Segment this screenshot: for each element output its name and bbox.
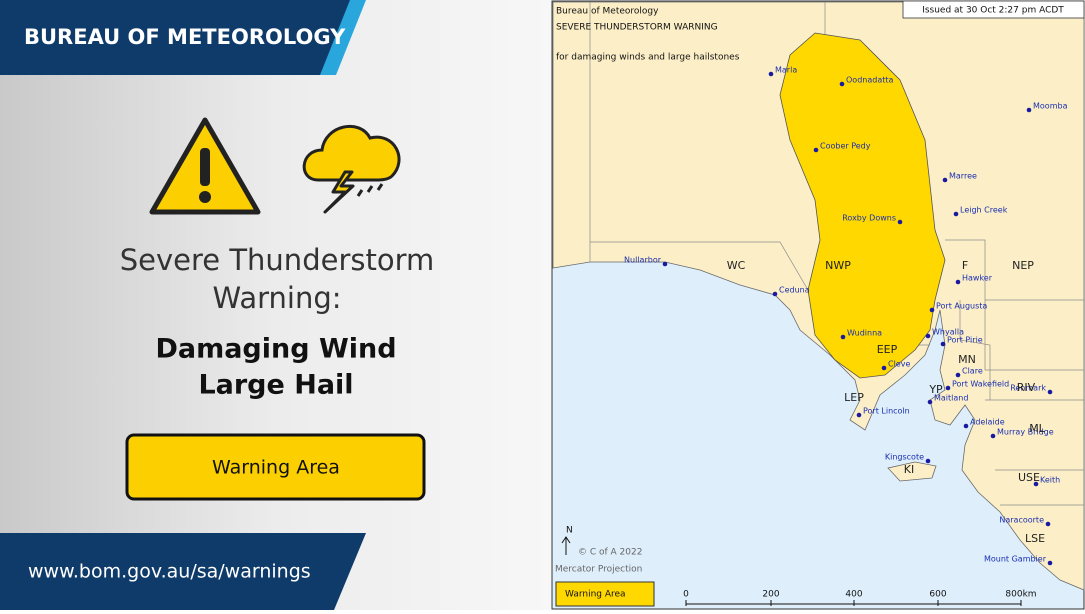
town-label: Wudinna [847, 329, 882, 338]
town-dot [942, 177, 948, 183]
warning-icon [149, 117, 261, 215]
region-label: LEP [844, 391, 864, 404]
region-label: WC [727, 259, 746, 272]
town-label: Clare [962, 367, 983, 376]
town-dot [881, 365, 887, 371]
warning-title: Warning: [213, 281, 342, 315]
region-label: ML [1029, 422, 1045, 435]
town-dot [813, 147, 819, 153]
map-subtitle: for damaging winds and large hailstones [556, 53, 740, 63]
town-label: Adelaide [970, 418, 1005, 427]
map: Bureau of Meteorology SEVERE THUNDERSTOR… [551, 0, 1085, 610]
town-label: Marla [775, 66, 797, 75]
region-label: YP [928, 383, 943, 396]
town-label: Marree [949, 172, 977, 181]
town-label: Leigh Creek [960, 206, 1008, 215]
region-label: KI [904, 463, 914, 476]
map-agency: Bureau of Meteorology [556, 7, 659, 17]
town-label: Moomba [1033, 102, 1068, 111]
town-dot [925, 333, 931, 339]
warning-area [779, 32, 946, 379]
island [887, 461, 937, 482]
town-dot [925, 458, 931, 464]
copyright: © C of A 2022 [578, 548, 642, 558]
town-dot [940, 341, 946, 347]
scale-label: 400 [845, 590, 862, 600]
scale-label: 0 [683, 590, 689, 600]
town-label: Port Lincoln [863, 407, 910, 416]
map-title: SEVERE THUNDERSTORM WARNING [556, 23, 718, 33]
town-dot [662, 261, 668, 267]
left-panel [0, 0, 551, 610]
storm-icon [302, 124, 401, 214]
town-label: Hawker [962, 274, 993, 283]
town-label: Mount Gambier [984, 555, 1047, 564]
town-dot [927, 399, 933, 405]
town-label: Naracoorte [999, 516, 1044, 525]
region-label: USE [1018, 471, 1040, 484]
town-label: Murray Bridge [997, 428, 1054, 437]
town-dot [1033, 481, 1039, 487]
hazard: Damaging Wind [155, 334, 396, 365]
legend-button [125, 433, 426, 501]
town-dot [839, 81, 845, 87]
hazard: Large Hail [198, 370, 353, 401]
town-dot [990, 433, 996, 439]
town-label: Maitland [934, 394, 968, 403]
town-label: Roxby Downs [842, 214, 896, 223]
town-dot [953, 211, 959, 217]
town-dot [1047, 389, 1053, 395]
town-label: Keith [1040, 476, 1060, 485]
scale-label: 200 [762, 590, 779, 600]
town-label: Oodnadatta [846, 76, 893, 85]
town-dot [897, 219, 903, 225]
scale-label: 800km [1005, 590, 1036, 600]
town-label: Nullarbor [624, 256, 662, 265]
town-dot [840, 334, 846, 340]
legend-button-label: Warning Area [212, 457, 340, 479]
scale-label: 600 [929, 590, 946, 600]
region-label: F [962, 259, 968, 272]
town-dot [963, 423, 969, 429]
town-label: Whyalla [932, 328, 964, 337]
issued-box [902, 0, 1085, 19]
town-dot [1026, 107, 1032, 113]
town-label: Port Wakefield [952, 380, 1009, 389]
region-label: NEP [1012, 259, 1034, 272]
town-dot [1047, 560, 1053, 566]
region-label: NWP [825, 259, 851, 272]
agency-name: BUREAU OF METEOROLOGY [24, 25, 346, 49]
map-legend [555, 581, 655, 607]
map-legend-label: Warning Area [565, 590, 626, 600]
region-label: RIV [1017, 381, 1036, 394]
town-dot [772, 291, 778, 297]
town-dot [955, 372, 961, 378]
region-label: MN [958, 353, 976, 366]
town-dot [945, 385, 951, 391]
town-label: Renmark [1010, 384, 1046, 393]
town-label: Port Augusta [936, 302, 987, 311]
north-label: N [566, 526, 573, 536]
town-label: Cleve [888, 360, 910, 369]
warning-title: Severe Thunderstorm [120, 243, 435, 277]
town-dot [955, 279, 961, 285]
footer-url: www.bom.gov.au/sa/warnings [28, 561, 311, 583]
north-arrow [561, 536, 571, 555]
town-dot [1045, 521, 1051, 527]
town-dot [768, 71, 774, 77]
region-label: EEP [877, 343, 898, 356]
issued-time: Issued at 30 Oct 2:27 pm ACDT [922, 6, 1064, 16]
header-banner [0, 0, 350, 75]
projection: Mercator Projection [555, 565, 642, 575]
town-label: Kingscote [885, 453, 924, 462]
town-dot [856, 412, 862, 418]
town-label: Coober Pedy [820, 142, 871, 151]
region-label: LSE [1025, 532, 1045, 545]
footer-banner [0, 533, 366, 610]
town-label: Ceduna [779, 286, 810, 295]
town-dot [929, 307, 935, 313]
town-label: Port Pirie [947, 336, 983, 345]
